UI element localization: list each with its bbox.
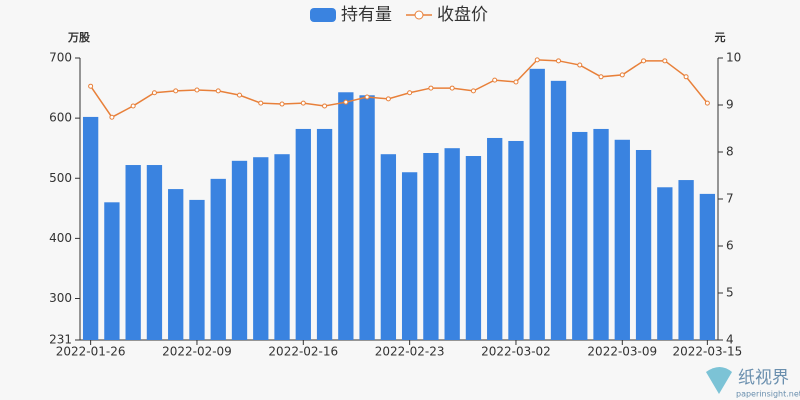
legend-label: 持有量	[341, 5, 392, 25]
price-point	[385, 96, 391, 102]
price-point	[662, 58, 668, 64]
bar	[593, 128, 609, 340]
bar	[316, 128, 333, 340]
bar	[657, 187, 673, 340]
price-point	[343, 99, 349, 105]
bar	[423, 153, 439, 340]
x-tick-label: 2022-03-02	[481, 345, 551, 359]
bar	[529, 68, 545, 340]
y2-tick-label: 9	[726, 98, 734, 112]
bar	[699, 193, 716, 340]
price-point	[407, 90, 413, 96]
price-point	[109, 114, 115, 120]
bar	[614, 139, 630, 340]
bar	[82, 116, 99, 340]
x-tick-label: 2022-02-16	[268, 345, 338, 359]
bar	[104, 202, 120, 340]
watermark: 纸视界 paperinsight.net	[706, 367, 800, 399]
price-point	[598, 74, 604, 80]
y-axis-title: 万股	[67, 31, 91, 44]
price-point	[300, 100, 306, 106]
bar	[274, 154, 290, 340]
bar	[550, 80, 567, 340]
y-tick-label: 700	[49, 51, 72, 65]
price-point	[492, 77, 498, 83]
price-point	[577, 62, 583, 68]
price-point	[619, 72, 625, 78]
price-point	[683, 74, 689, 80]
y-tick-label: 300	[49, 291, 72, 305]
bar	[125, 165, 141, 340]
legend-swatch	[310, 8, 336, 22]
legend-item: 收盘价	[406, 5, 488, 25]
price-point	[449, 85, 455, 91]
watermark-logo	[706, 367, 732, 394]
price-point	[279, 101, 285, 107]
price-point	[704, 100, 710, 106]
y2-tick-label: 6	[726, 239, 734, 253]
bar	[189, 199, 205, 340]
y2-tick-label: 4	[726, 333, 734, 347]
price-point	[556, 58, 561, 64]
y-tick-label: 400	[49, 231, 72, 245]
price-point	[258, 100, 264, 106]
bar	[253, 157, 269, 340]
price-point	[641, 58, 647, 64]
legend-item: 持有量	[310, 5, 392, 25]
x-tick-label: 2022-01-26	[56, 345, 126, 359]
bar	[168, 189, 184, 340]
price-point	[322, 103, 328, 109]
legend-label: 收盘价	[437, 5, 488, 25]
price-point	[88, 83, 94, 89]
bar	[380, 154, 397, 340]
y-tick-label: 500	[49, 171, 72, 185]
bar	[572, 131, 588, 340]
bar	[146, 165, 163, 340]
x-tick-label: 2022-02-23	[375, 345, 445, 359]
price-point	[130, 103, 136, 109]
y2-tick-label: 8	[726, 145, 734, 159]
price-point	[194, 87, 200, 93]
y2-tick-label: 7	[726, 192, 734, 206]
x-tick-label: 2022-03-15	[672, 345, 742, 359]
y-tick-label: 231	[49, 333, 72, 347]
price-line	[90, 59, 708, 119]
price-point	[364, 94, 370, 100]
x-tick-label: 2022-02-09	[162, 345, 232, 359]
price-point	[513, 79, 519, 85]
bar	[338, 92, 354, 340]
bar	[678, 180, 694, 340]
bar	[444, 148, 460, 340]
bar	[508, 140, 524, 340]
bar	[359, 95, 375, 340]
bar	[401, 172, 418, 340]
y2-tick-label: 5	[726, 286, 734, 300]
y-tick-label: 600	[49, 111, 72, 125]
watermark-site: paperinsight.net	[736, 390, 800, 399]
price-point	[173, 88, 179, 94]
x-tick-label: 2022-03-09	[587, 345, 657, 359]
bar	[465, 156, 482, 340]
y2-tick-label: 10	[726, 51, 741, 65]
y2-axis-title: 元	[715, 31, 726, 44]
price-point	[428, 85, 434, 91]
bar	[210, 178, 226, 340]
bar	[635, 149, 652, 340]
price-point	[470, 88, 476, 94]
legend-swatch	[414, 10, 424, 20]
price-point	[151, 90, 157, 96]
bar	[487, 137, 503, 340]
watermark-name: 纸视界	[738, 368, 789, 388]
price-point	[534, 57, 540, 63]
bar	[295, 128, 311, 340]
price-point	[215, 88, 221, 94]
bar	[231, 160, 248, 340]
price-point	[237, 92, 242, 98]
